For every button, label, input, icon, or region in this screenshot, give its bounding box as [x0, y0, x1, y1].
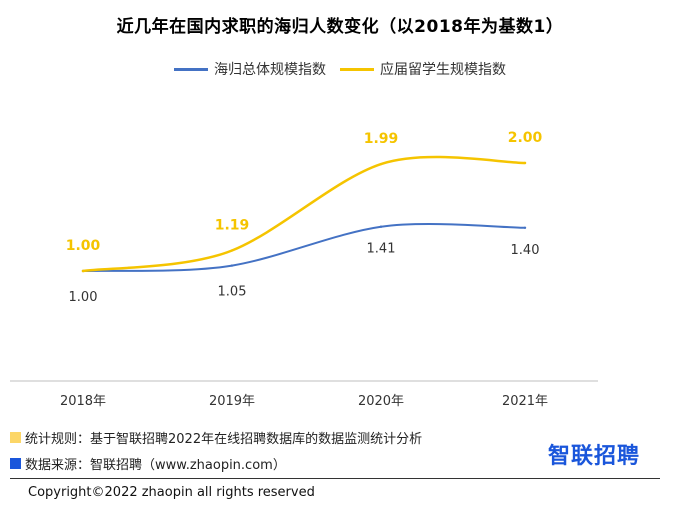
data-point-overall [379, 225, 383, 228]
data-point-overall [523, 226, 527, 229]
line-chart: 2018年 2019年 2020年 2021年 1.00 1.05 1.41 1.40 1.00… [10, 130, 598, 409]
brand-logo: 智联招聘 [548, 444, 641, 469]
series-line-overall [82, 223, 526, 272]
rule-square-icon [10, 432, 21, 443]
legend-swatch-overall [174, 67, 208, 71]
x-tick-label: 2021年 [502, 394, 548, 409]
data-label-graduates: 2.00 [508, 130, 543, 146]
footnote-rule-text: 统计规则：基于智联招聘2022年在线招聘数据库的数据监测统计分析 [25, 432, 423, 447]
footnote-rule: 统计规则：基于智联招聘2022年在线招聘数据库的数据监测统计分析 [10, 428, 422, 447]
legend-item-overall: 海归总体规模指数 [174, 59, 326, 79]
data-point-graduates [230, 249, 234, 252]
source-square-icon [10, 458, 21, 469]
footnote-source: 数据来源：智联招聘（www.zhaopin.com） [10, 454, 286, 473]
data-point-graduates [81, 269, 85, 273]
data-point-graduates [379, 162, 383, 166]
x-tick-label: 2018年 [60, 394, 106, 409]
data-label-overall: 1.05 [218, 285, 247, 300]
legend-swatch-graduates [340, 67, 374, 71]
chart-title: 近几年在国内求职的海归人数变化（以2018年为基数1） [116, 17, 564, 37]
data-point-overall [230, 264, 234, 267]
chart-legend: 海归总体规模指数 应届留学生规模指数 [0, 59, 680, 79]
data-label-graduates: 1.99 [364, 131, 399, 147]
footnote-source-text: 数据来源：智联招聘（www.zhaopin.com） [25, 458, 286, 473]
copyright-text: Copyright©2022 zhaopin all rights reserv… [28, 485, 315, 500]
legend-label-graduates: 应届留学生规模指数 [380, 62, 506, 78]
x-tick-label: 2020年 [358, 394, 404, 409]
x-tick-label: 2019年 [209, 394, 255, 409]
data-point-graduates [523, 161, 527, 165]
data-label-graduates: 1.19 [215, 217, 250, 233]
footer-divider [10, 478, 660, 479]
legend-item-graduates: 应届留学生规模指数 [340, 59, 506, 79]
legend-label-overall: 海归总体规模指数 [214, 62, 326, 78]
series-line-graduates [81, 155, 527, 273]
data-label-graduates: 1.00 [66, 238, 101, 254]
data-label-overall: 1.41 [367, 242, 396, 257]
data-label-overall: 1.40 [511, 243, 540, 258]
data-label-overall: 1.00 [69, 290, 98, 305]
